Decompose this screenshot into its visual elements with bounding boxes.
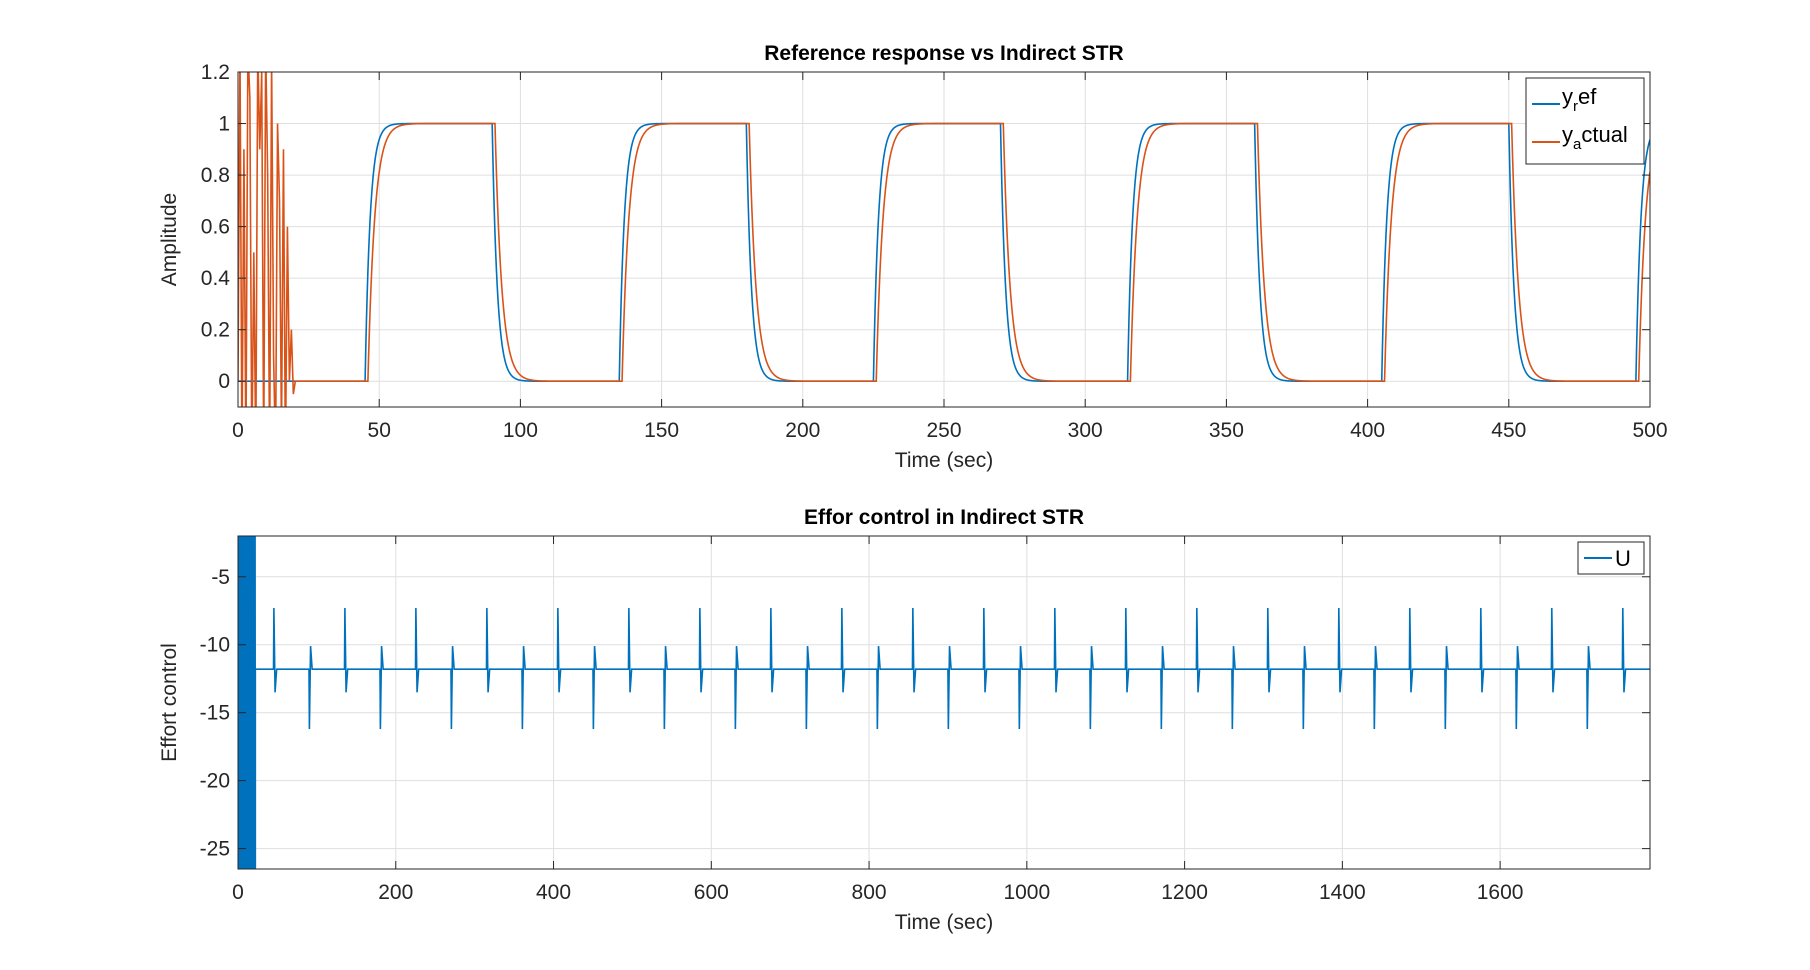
c2-x-tick-label: 600 [694,881,729,904]
c1-y-tick-label: 0.4 [201,267,231,290]
c1-y-tick-label: 1.2 [201,61,230,84]
chart2-x-ticks: 0 200 400 600 800 1000 1200 1400 1600 [232,536,1523,904]
c1-y-tick-label: 0.2 [201,319,230,342]
chart2-y-ticks: -5 -10 -15 -20 -25 [200,566,1650,861]
c2-y-tick-label: -10 [200,634,230,657]
c1-x-tick-label: 50 [368,419,391,442]
chart1-y-axis-label: Amplitude [158,193,181,286]
chart2-y-axis-label: Effort control [158,643,181,762]
c2-x-tick-label: 800 [852,881,887,904]
c2-x-tick-label: 1200 [1161,881,1208,904]
chart1-legend-box [1525,77,1645,165]
c2-x-tick-label: 1400 [1319,881,1366,904]
c2-x-tick-label: 1600 [1477,881,1524,904]
chart1-x-ticks: 0 50 100 150 200 250 300 350 400 450 500 [232,72,1668,442]
c1-y-tick-label: 0.6 [201,216,230,239]
legend-label-yref: yref [1562,84,1597,115]
c2-y-tick-label: -15 [200,702,230,725]
c2-y-tick-label: -5 [211,566,230,589]
c1-x-tick-label: 450 [1491,419,1526,442]
c1-x-tick-label: 0 [232,419,244,442]
c1-x-tick-label: 100 [503,419,538,442]
chart1-x-axis-label: Time (sec) [895,449,993,472]
c2-x-tick-label: 1000 [1003,881,1050,904]
c1-x-tick-label: 150 [644,419,679,442]
effort-control-chart: 0 200 400 600 800 1000 1200 1400 1600 -5 -10 -15 -2… [158,506,1651,934]
reference-response-chart: 0 50 100 150 200 250 300 350 400 450 500 0 0.2 0.4 0.… [158,42,1668,472]
chart1-title: Reference response vs Indirect STR [764,42,1123,65]
chart1-plot-lines [238,72,1650,407]
chart2-plot-lines [238,536,1650,869]
c1-x-tick-label: 200 [785,419,820,442]
series-line-u [238,536,1650,869]
c2-y-tick-label: -20 [200,770,230,793]
c1-x-tick-label: 400 [1350,419,1385,442]
chart2-grid [238,536,1650,869]
c1-x-tick-label: 350 [1209,419,1244,442]
series-line-yactual [238,72,1650,407]
chart2-x-axis-label: Time (sec) [895,911,993,934]
chart1-y-ticks: 0 0.2 0.4 0.6 0.8 1 1.2 [201,61,1650,393]
c2-y-tick-label: -25 [200,838,230,861]
c1-x-tick-label: 500 [1632,419,1667,442]
c1-x-tick-label: 300 [1068,419,1103,442]
chart2-legend: U [1577,541,1645,575]
c1-x-tick-label: 250 [926,419,961,442]
legend-label-u: U [1615,546,1631,571]
chart1-legend: yref yactual [1525,77,1645,165]
c2-x-tick-label: 0 [232,881,244,904]
c1-y-tick-label: 0.8 [201,164,230,187]
chart2-axes-frame [237,535,1651,870]
c1-y-tick-label: 1 [218,113,230,136]
legend-label-yactual: yactual [1562,122,1628,153]
c2-x-tick-label: 400 [536,881,571,904]
c1-y-tick-label: 0 [218,370,230,393]
chart2-title: Effor control in Indirect STR [804,506,1084,529]
c2-x-tick-label: 200 [378,881,413,904]
